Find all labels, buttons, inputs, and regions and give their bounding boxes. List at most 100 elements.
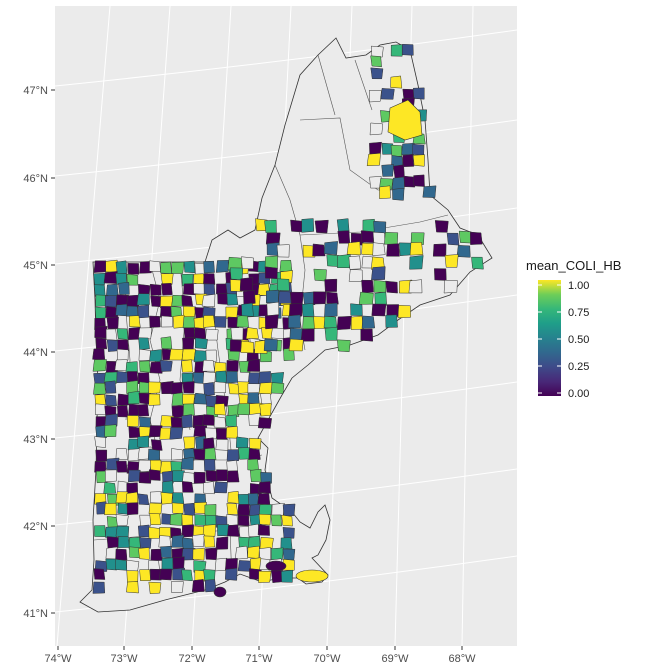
municipality-cell xyxy=(115,460,128,473)
municipality-cell xyxy=(409,242,424,256)
municipality-cell xyxy=(288,338,304,352)
municipality-cell xyxy=(324,326,338,341)
municipality-cell xyxy=(106,536,120,549)
municipality-cell xyxy=(192,372,205,384)
municipality-cell xyxy=(149,260,161,273)
municipality-cell xyxy=(137,403,150,417)
municipality-cell xyxy=(204,427,218,440)
municipality-cell xyxy=(170,382,183,395)
municipality-cell xyxy=(148,526,161,539)
municipality-cell xyxy=(126,581,139,594)
municipality-cell xyxy=(263,338,278,352)
municipality-cell xyxy=(226,426,238,439)
municipality-cell xyxy=(203,459,216,472)
municipality-cell xyxy=(215,428,228,440)
municipality-cell xyxy=(258,382,273,395)
municipality-cell xyxy=(215,260,229,273)
municipality-cell xyxy=(280,537,293,550)
municipality-cell xyxy=(183,502,195,516)
municipality-cell xyxy=(225,567,238,581)
municipality-cell xyxy=(203,273,216,285)
municipality-cell xyxy=(230,279,243,292)
municipality-cell xyxy=(94,306,107,319)
municipality-cell xyxy=(160,492,173,505)
municipality-cell xyxy=(230,327,244,341)
municipality-cell xyxy=(390,44,403,57)
municipality-cell xyxy=(149,568,162,581)
municipality-cell xyxy=(270,382,285,394)
municipality-cell xyxy=(170,448,183,461)
municipality-cell xyxy=(172,556,185,570)
municipality-cell xyxy=(171,502,184,515)
municipality-cell xyxy=(237,381,250,394)
municipality-cell xyxy=(115,558,127,571)
municipality-cell xyxy=(216,469,228,482)
municipality-cell xyxy=(149,361,163,374)
municipality-cell xyxy=(160,295,174,309)
municipality-cell xyxy=(139,261,152,274)
municipality-cell xyxy=(148,393,161,406)
municipality-cell xyxy=(259,536,274,550)
municipality-cell xyxy=(92,581,106,594)
municipality-cell xyxy=(288,314,301,329)
municipality-cell xyxy=(149,283,162,296)
municipality-cell xyxy=(271,503,285,517)
municipality-cell xyxy=(371,303,387,317)
municipality-cell xyxy=(276,278,290,292)
municipality-cell xyxy=(281,569,293,583)
municipality-cell xyxy=(241,256,254,269)
municipality-cell xyxy=(115,303,128,317)
municipality-cell xyxy=(403,175,416,188)
municipality-cell xyxy=(215,370,228,384)
municipality-cell xyxy=(161,315,173,328)
municipality-cell xyxy=(203,481,215,495)
municipality-cell xyxy=(227,404,240,417)
municipality-cell xyxy=(278,290,292,304)
municipality-cell xyxy=(180,457,194,471)
municipality-cell xyxy=(214,403,226,416)
municipality-cell xyxy=(194,327,207,340)
municipality-cell xyxy=(214,316,227,328)
municipality-cell xyxy=(239,277,254,292)
municipality-cell xyxy=(127,263,140,275)
municipality-cell xyxy=(247,392,260,405)
municipality-cell xyxy=(372,242,386,256)
municipality-cell xyxy=(346,241,361,256)
municipality-cell xyxy=(126,570,139,583)
municipality-cell xyxy=(402,153,415,167)
legend: mean_COLI_HB 1.00 0.75 0.50 0.25 0.00 xyxy=(526,258,621,400)
municipality-cell xyxy=(182,305,196,319)
legend-label: 1.00 xyxy=(568,280,589,292)
municipality-cell xyxy=(470,231,483,245)
municipality-cell xyxy=(162,480,174,494)
legend-label: 0.00 xyxy=(568,388,589,400)
municipality-cell xyxy=(149,315,161,328)
municipality-cell xyxy=(247,383,261,395)
municipality-cell xyxy=(361,315,376,329)
municipality-cell xyxy=(393,164,405,179)
municipality-cell xyxy=(358,291,374,305)
municipality-cell xyxy=(282,503,296,517)
municipality-cell xyxy=(350,303,363,316)
x-tick-label: 69°W xyxy=(381,653,409,665)
municipality-cell xyxy=(366,152,381,167)
municipality-cell xyxy=(314,219,329,234)
municipality-cell xyxy=(301,218,315,233)
municipality-cell xyxy=(137,304,150,319)
municipality-cell xyxy=(374,291,388,307)
municipality-cell xyxy=(397,304,411,319)
municipality-cell xyxy=(257,493,271,505)
y-tick-label: 43°N xyxy=(23,434,48,446)
municipality-cell xyxy=(149,491,162,504)
municipality-cell xyxy=(371,45,384,58)
municipality-cell xyxy=(288,302,303,317)
municipality-cell xyxy=(385,280,398,294)
municipality-cell xyxy=(193,392,207,405)
block-island xyxy=(213,586,227,598)
municipality-cell xyxy=(456,245,471,258)
marthas-vineyard-island xyxy=(265,560,287,572)
municipality-cell xyxy=(182,481,194,493)
municipality-cell xyxy=(95,337,108,350)
municipality-cell xyxy=(128,426,141,439)
